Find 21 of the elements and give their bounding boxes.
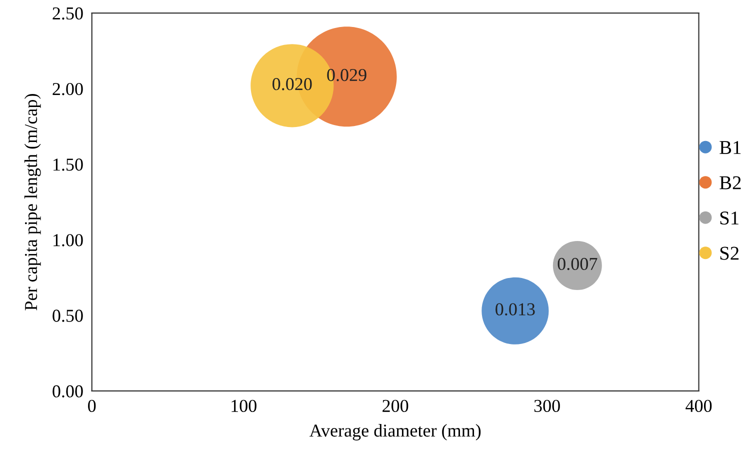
x-tick-label: 400 <box>686 400 712 412</box>
y-tick-label: 1.50 <box>54 158 83 171</box>
y-tick-label: 2.50 <box>52 7 83 20</box>
x-tick-label: 0 <box>88 400 96 412</box>
y-tick-label: 1.00 <box>54 234 83 246</box>
annotation: 0.007 <box>558 258 598 270</box>
x-tick-label: 200 <box>382 400 408 412</box>
y-tick-label: 0.00 <box>52 385 83 398</box>
legend-label: B2 <box>720 176 741 190</box>
y-tick-label: 0.50 <box>52 310 83 322</box>
annotation: 0.020 <box>272 78 312 90</box>
y-tick-label: 2.00 <box>52 82 83 96</box>
legend-label: S1 <box>720 212 738 225</box>
legend-label: B1 <box>720 141 741 154</box>
x-axis-title: Average diameter (mm) <box>309 424 481 440</box>
y-axis-title: Per capita pipe length (m/cap) <box>24 94 41 310</box>
annotation: 0.029 <box>327 68 366 82</box>
x-tick-label: 300 <box>534 400 560 412</box>
annotation: 0.013 <box>496 303 535 316</box>
legend-label: S2 <box>720 246 739 260</box>
x-tick-label: 100 <box>232 400 256 412</box>
